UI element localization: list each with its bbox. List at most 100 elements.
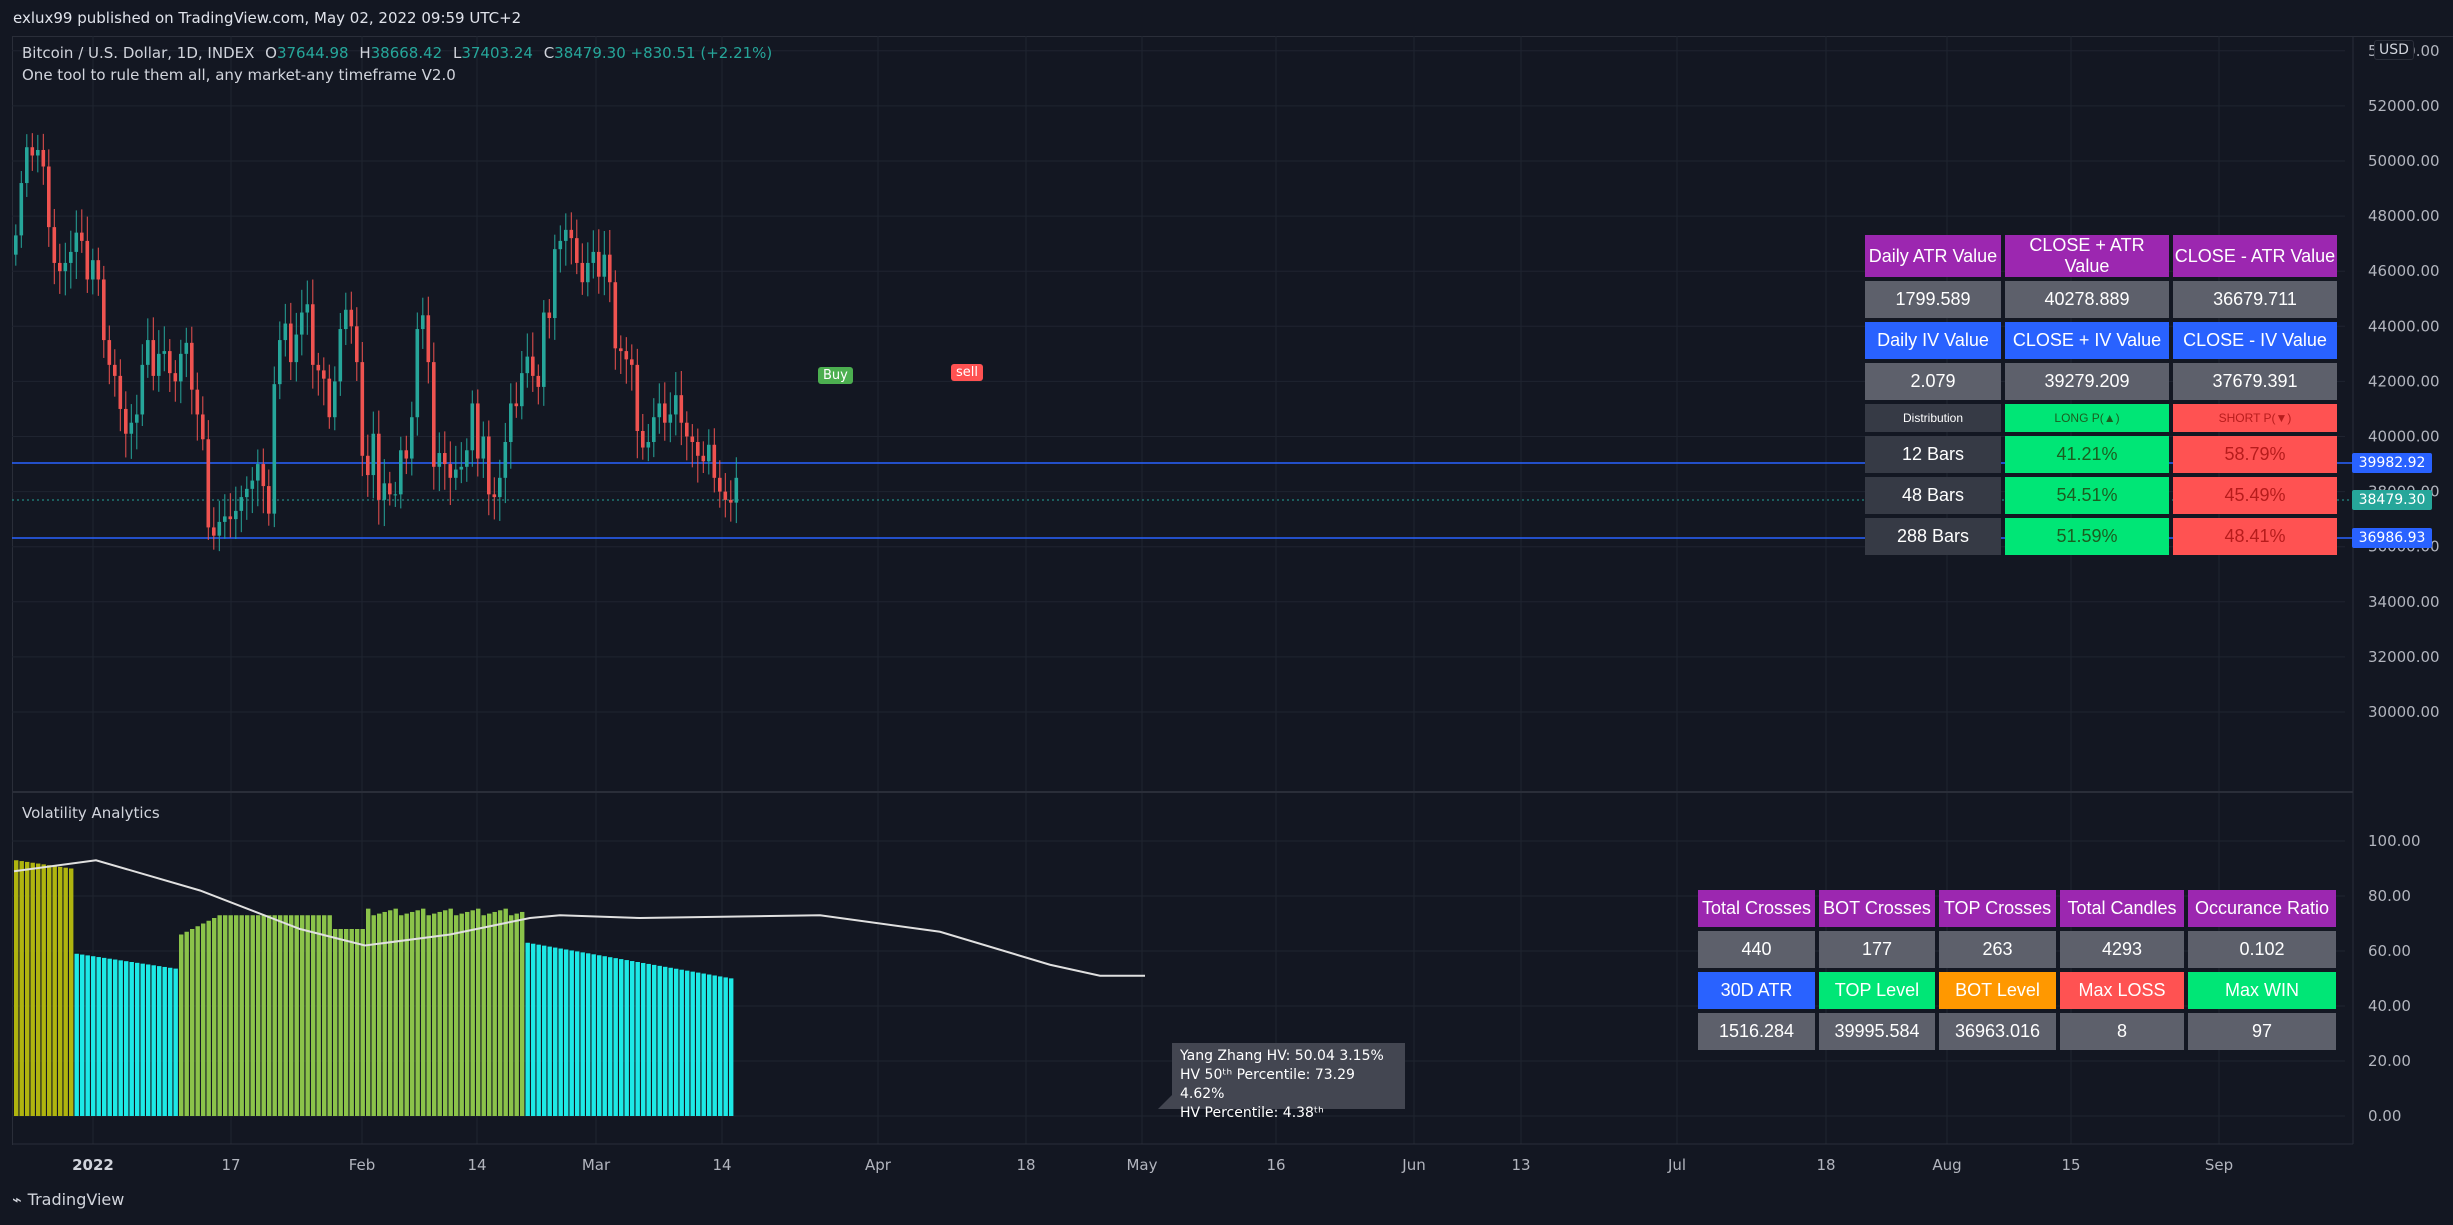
candle-body xyxy=(580,262,585,283)
cell-daily-atr: 1799.589 xyxy=(1865,281,2001,318)
high-value: 38668.42 xyxy=(370,44,443,62)
header-bot-crosses: BOT Crosses xyxy=(1819,890,1935,927)
candle-body xyxy=(701,455,706,462)
hv-bar xyxy=(190,929,195,1116)
tooltip-line-1: Yang Zhang HV: 50.04 3.15% xyxy=(1180,1048,1384,1064)
hv-bar xyxy=(597,955,602,1116)
hv-bar xyxy=(487,913,492,1116)
hv-bar xyxy=(305,915,310,1116)
candle-body xyxy=(591,251,596,263)
cell-total-crosses: 440 xyxy=(1698,931,1815,968)
hv-bar xyxy=(184,931,189,1116)
hv-bar xyxy=(239,915,244,1116)
candle-body xyxy=(553,249,557,319)
hv-bar xyxy=(525,942,530,1116)
hv-bar xyxy=(283,915,288,1116)
candle-body xyxy=(195,389,200,415)
hv-bar xyxy=(74,953,79,1116)
label-288-bars: 288 Bars xyxy=(1865,518,2001,555)
cell-close-plus-iv: 39279.209 xyxy=(2005,363,2169,400)
candle-body xyxy=(179,353,183,382)
hv-bar xyxy=(30,862,35,1116)
cell-total-candles: 4293 xyxy=(2060,931,2184,968)
candle-body xyxy=(19,183,24,236)
candle-body xyxy=(212,527,216,536)
vol-axis-label: 0.00 xyxy=(2368,1107,2401,1125)
candle-body xyxy=(239,497,244,511)
hv-bar xyxy=(454,915,459,1116)
hv-bar xyxy=(311,915,316,1116)
candle-body xyxy=(404,450,409,459)
price-axis-label: 32000.00 xyxy=(2368,648,2440,666)
symbol-name[interactable]: Bitcoin / U.S. Dollar, 1D, INDEX xyxy=(22,44,255,62)
hv-bar xyxy=(514,913,519,1116)
header-daily-atr: Daily ATR Value xyxy=(1865,235,2001,277)
hv-bar xyxy=(421,908,426,1116)
indicator-name[interactable]: One tool to rule them all, any market-an… xyxy=(22,66,456,84)
price-axis-label: 52000.00 xyxy=(2368,97,2440,115)
candle-body xyxy=(492,494,497,498)
vol-axis-label: 100.00 xyxy=(2368,832,2421,850)
time-axis-label: Sep xyxy=(2205,1156,2233,1174)
currency-label[interactable]: USD xyxy=(2374,40,2414,60)
hv-bar xyxy=(564,949,569,1116)
hv-bar xyxy=(674,968,679,1116)
label-48-bars: 48 Bars xyxy=(1865,477,2001,514)
hv-bar xyxy=(349,929,354,1116)
time-axis-label: May xyxy=(1126,1156,1157,1174)
hv-bar xyxy=(212,918,217,1116)
candle-body xyxy=(388,483,392,495)
hv-bar xyxy=(294,915,299,1116)
candle-body xyxy=(685,422,689,437)
hv-bar xyxy=(426,915,431,1116)
candle-body xyxy=(206,439,211,528)
candle-body xyxy=(102,279,106,341)
candle-body xyxy=(586,262,590,283)
cell-top-level: 39995.584 xyxy=(1819,1013,1935,1050)
candle-body xyxy=(696,442,700,456)
hv-bar xyxy=(679,969,684,1116)
candle-body xyxy=(476,403,480,459)
candle-body xyxy=(316,364,321,371)
candle-body xyxy=(223,516,227,522)
hv-bar xyxy=(300,915,305,1116)
candle-body xyxy=(338,329,343,382)
vol-axis-label: 40.00 xyxy=(2368,997,2411,1015)
hv-bar xyxy=(201,923,206,1116)
candle-body xyxy=(184,342,189,354)
vol-axis-label: 60.00 xyxy=(2368,942,2411,960)
last-price-tag: 38479.30 xyxy=(2352,490,2432,510)
candle-body xyxy=(707,444,711,462)
hv-bar xyxy=(195,926,200,1116)
volatility-pane-title[interactable]: Volatility Analytics xyxy=(22,804,160,822)
hv-bar xyxy=(382,911,387,1116)
candle-body xyxy=(228,516,233,520)
hv-bar xyxy=(575,951,580,1116)
hv-tooltip: Yang Zhang HV: 50.04 3.15% HV 50ᵗʰ Perce… xyxy=(1158,1043,1405,1121)
candle-body xyxy=(217,521,222,536)
candle-body xyxy=(393,494,398,496)
cell-12-short: 58.79% xyxy=(2173,436,2337,473)
cell-288-short: 48.41% xyxy=(2173,518,2337,555)
time-axis-label: Mar xyxy=(582,1156,611,1174)
candle-body xyxy=(113,364,117,376)
hv-bar xyxy=(85,955,90,1116)
footer-brand[interactable]: ⌁ TradingView xyxy=(12,1190,124,1209)
candle-body xyxy=(613,282,618,349)
candle-body xyxy=(47,166,51,228)
vol-axis-label: 80.00 xyxy=(2368,887,2411,905)
label-12-bars: 12 Bars xyxy=(1865,436,2001,473)
price-axis-label: 30000.00 xyxy=(2368,703,2440,721)
hv-bar xyxy=(652,964,657,1116)
candle-body xyxy=(437,453,442,467)
hv-bar xyxy=(173,968,178,1116)
candle-body xyxy=(712,444,717,478)
time-axis-label: Jun xyxy=(1401,1156,1425,1174)
cell-close-minus-atr: 36679.711 xyxy=(2173,281,2337,318)
candle-body xyxy=(135,414,139,423)
candle-body xyxy=(283,323,288,341)
crosses-table: Total Crosses BOT Crosses TOP Crosses To… xyxy=(1694,886,2340,1054)
candle-body xyxy=(69,251,73,263)
candle-body xyxy=(459,466,464,470)
hv-bar xyxy=(685,970,690,1116)
